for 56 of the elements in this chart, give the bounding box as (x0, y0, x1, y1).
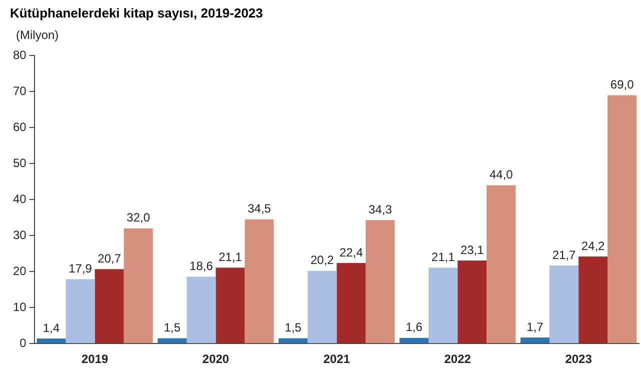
data-label: 23,1 (460, 242, 484, 257)
data-label: 20,7 (98, 251, 122, 266)
data-label: 69,0 (610, 78, 634, 92)
bar (400, 338, 429, 344)
bar (550, 265, 579, 344)
data-label: 1,6 (406, 320, 423, 334)
data-label: 22,4 (340, 245, 364, 260)
bar (366, 220, 395, 344)
x-tick-label: 2022 (444, 352, 472, 366)
data-label: 1,7 (526, 320, 544, 334)
y-tick-label: 30 (12, 228, 27, 242)
y-tick-label: 50 (12, 156, 27, 170)
data-label: 32,0 (126, 210, 150, 225)
bar (66, 279, 95, 344)
data-label: 21,1 (431, 250, 456, 264)
y-tick-label: 10 (12, 300, 27, 314)
data-label: 34,3 (368, 202, 392, 216)
y-tick-label: 40 (12, 192, 27, 206)
y-tick-label: 70 (12, 84, 27, 98)
x-tick-label: 2023 (565, 352, 592, 366)
bar (520, 337, 550, 344)
data-label: 24,2 (581, 238, 606, 253)
data-label: 17,9 (68, 261, 92, 276)
bar (124, 228, 153, 344)
bar (216, 268, 245, 344)
bar (608, 95, 637, 344)
data-label: 21,1 (218, 250, 242, 264)
bar (428, 268, 458, 344)
y-tick-label: 80 (12, 48, 27, 62)
bar (486, 185, 516, 344)
data-label: 1,5 (164, 320, 181, 335)
bar (36, 338, 66, 344)
y-tick-label: 20 (12, 264, 27, 278)
data-label: 1,5 (284, 320, 302, 335)
y-axis-title: (Milyon) (16, 28, 59, 42)
bar (308, 270, 337, 344)
bar (186, 276, 216, 344)
y-tick-label: 60 (12, 120, 27, 134)
data-label: 20,2 (310, 253, 334, 268)
bar (458, 260, 487, 344)
x-tick-label: 2019 (81, 352, 108, 366)
x-tick-label: 2021 (323, 352, 350, 366)
bar (94, 269, 124, 344)
bar (278, 338, 308, 344)
bar (158, 338, 187, 344)
chart-title: Kütüphanelerdeki kitap sayısı, 2019-2023 (10, 5, 263, 20)
y-tick-label: 0 (20, 336, 27, 350)
bar (578, 256, 608, 344)
data-label: 18,6 (190, 258, 214, 273)
data-label: 1,4 (42, 320, 60, 335)
bar (244, 219, 274, 344)
bar (336, 262, 366, 344)
data-label: 21,7 (552, 248, 576, 262)
data-label: 44,0 (489, 168, 514, 182)
data-label: 34,5 (248, 202, 272, 216)
x-tick-label: 2020 (202, 352, 230, 366)
